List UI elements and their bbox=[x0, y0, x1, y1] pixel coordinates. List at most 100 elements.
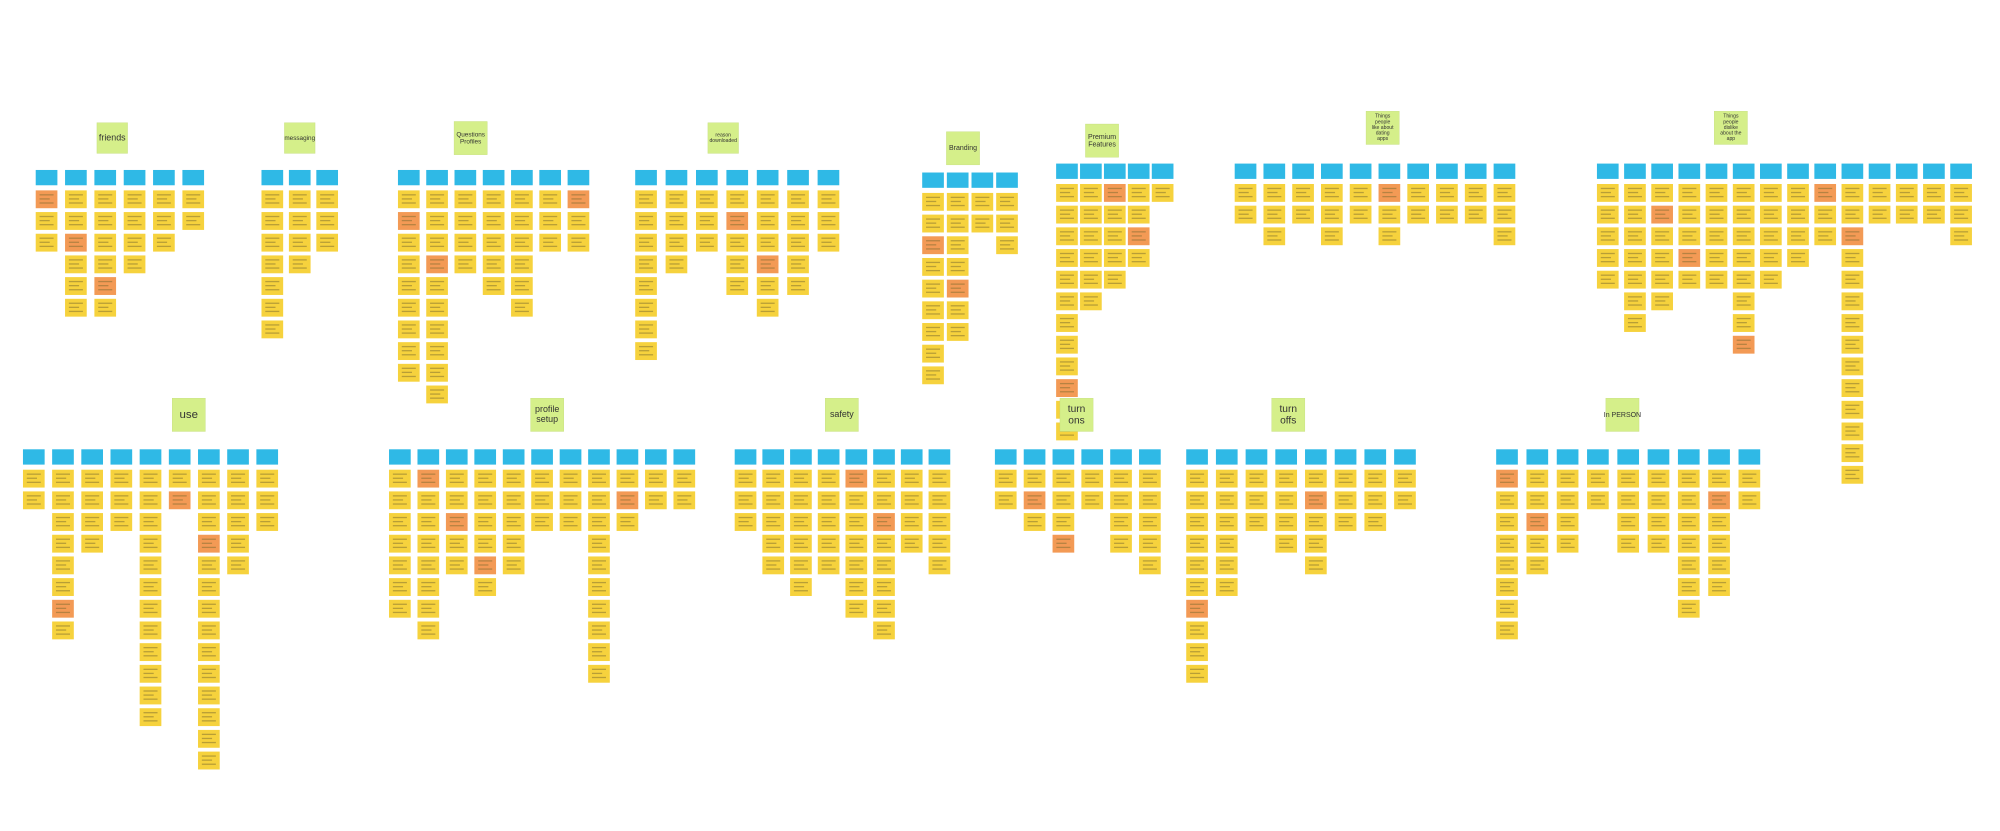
note-text bbox=[877, 473, 892, 475]
note-text bbox=[430, 306, 441, 308]
note-text bbox=[1382, 191, 1393, 194]
note-text bbox=[1267, 191, 1278, 194]
note-text bbox=[430, 328, 441, 330]
note-text bbox=[1736, 296, 1751, 298]
note-text bbox=[1114, 516, 1129, 519]
note-text bbox=[392, 499, 404, 501]
note-text bbox=[1590, 495, 1605, 497]
note-text bbox=[1500, 503, 1515, 505]
note-text bbox=[1368, 473, 1383, 475]
note-text bbox=[1712, 564, 1723, 566]
note-text bbox=[1056, 477, 1067, 479]
note-text bbox=[1530, 516, 1545, 519]
category-note bbox=[1215, 449, 1238, 465]
note-text bbox=[1736, 261, 1751, 263]
note-text bbox=[392, 560, 407, 562]
category-note bbox=[1596, 163, 1619, 179]
note-text bbox=[926, 222, 937, 224]
note-text bbox=[1845, 187, 1860, 190]
note-text bbox=[877, 495, 892, 497]
note-text bbox=[68, 224, 83, 226]
note-text bbox=[1219, 590, 1234, 592]
note-text bbox=[738, 473, 753, 475]
note-text bbox=[143, 625, 158, 627]
note-text bbox=[1500, 481, 1515, 483]
note-text bbox=[563, 481, 578, 483]
note-text bbox=[1530, 499, 1541, 501]
note-text bbox=[430, 198, 441, 200]
note-text bbox=[486, 245, 501, 248]
note-text bbox=[1397, 477, 1409, 479]
note-text bbox=[1681, 525, 1696, 527]
note-text bbox=[401, 371, 412, 374]
note-text bbox=[791, 241, 802, 243]
note-text bbox=[591, 633, 606, 635]
note-text bbox=[1279, 542, 1290, 544]
note-text bbox=[591, 538, 606, 540]
note-text bbox=[932, 560, 947, 562]
note-text bbox=[421, 503, 436, 505]
note-text bbox=[877, 499, 888, 501]
note-text bbox=[904, 473, 919, 475]
note-text bbox=[39, 245, 54, 248]
note-text bbox=[1190, 672, 1201, 675]
note-text bbox=[1845, 456, 1860, 458]
note-text bbox=[1027, 481, 1042, 483]
note-text bbox=[68, 263, 80, 265]
note-text bbox=[401, 367, 416, 369]
note-text bbox=[55, 516, 70, 519]
note-text bbox=[401, 306, 412, 308]
note-text bbox=[1083, 187, 1098, 190]
category-note bbox=[567, 169, 590, 186]
note-text bbox=[1712, 538, 1727, 540]
note-text bbox=[1736, 231, 1751, 233]
note-text bbox=[543, 219, 554, 222]
note-text bbox=[639, 289, 654, 291]
note-text bbox=[201, 503, 216, 505]
note-text bbox=[201, 755, 216, 757]
note-text bbox=[766, 499, 777, 501]
note-text bbox=[127, 259, 142, 261]
note-text bbox=[849, 568, 864, 570]
note-text bbox=[98, 302, 113, 304]
note-text bbox=[449, 503, 464, 505]
note-text bbox=[1131, 235, 1142, 237]
note-text bbox=[430, 332, 445, 334]
note-text bbox=[421, 625, 436, 627]
note-text bbox=[1742, 503, 1757, 505]
note-text bbox=[1709, 256, 1720, 259]
note-text bbox=[571, 245, 586, 248]
note-text bbox=[478, 499, 489, 501]
note-text bbox=[1083, 304, 1098, 306]
note-text bbox=[1530, 477, 1541, 479]
note-text bbox=[449, 546, 464, 549]
note-text bbox=[877, 477, 888, 479]
note-text bbox=[1627, 322, 1639, 324]
note-text bbox=[639, 354, 654, 356]
category-note bbox=[1080, 163, 1102, 179]
note-text bbox=[1338, 481, 1353, 483]
note-text bbox=[1845, 369, 1860, 371]
note-text bbox=[1500, 586, 1511, 588]
note-text bbox=[1682, 195, 1697, 198]
note-text bbox=[26, 473, 41, 475]
note-text bbox=[760, 285, 771, 287]
note-text bbox=[1763, 239, 1778, 241]
note-text bbox=[571, 241, 582, 243]
note-text bbox=[201, 676, 216, 679]
note-text bbox=[68, 219, 80, 222]
note-text bbox=[591, 625, 606, 627]
note-text bbox=[1059, 339, 1074, 341]
note-text bbox=[669, 237, 684, 239]
note-text bbox=[591, 603, 606, 605]
note-text bbox=[26, 477, 37, 479]
note-text bbox=[1600, 274, 1615, 276]
note-text bbox=[1600, 187, 1615, 190]
note-text bbox=[669, 241, 680, 243]
note-text bbox=[114, 520, 125, 523]
note-text bbox=[68, 306, 80, 308]
note-text bbox=[932, 546, 947, 549]
note-text bbox=[265, 194, 280, 196]
category-note bbox=[996, 172, 1018, 188]
category-note bbox=[1732, 163, 1755, 179]
